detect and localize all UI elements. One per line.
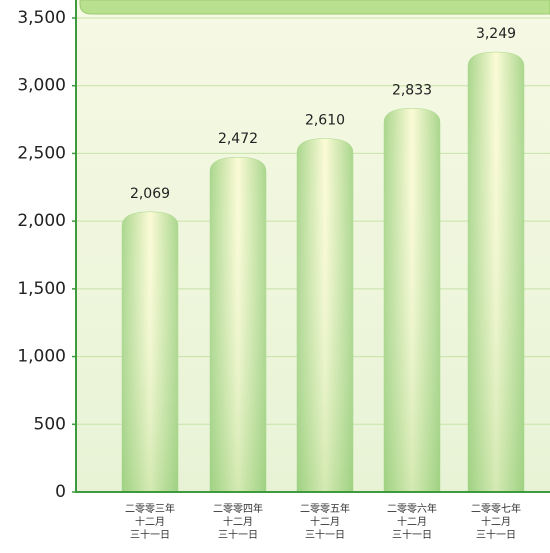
value-label: 2,610 [305, 113, 345, 129]
bar-shade [297, 138, 353, 492]
value-label: 2,069 [130, 186, 170, 202]
x-tick-label: 二零零三年 [125, 502, 175, 515]
value-label: 2,833 [392, 82, 432, 98]
x-tick-label: 三十一日 [305, 528, 345, 541]
x-tick-label: 二零零六年 [387, 502, 437, 515]
y-tick-label: 1,500 [17, 279, 66, 299]
x-tick-label: 十二月 [481, 515, 511, 528]
bar-shade [468, 51, 524, 492]
y-tick-label: 3,000 [17, 76, 66, 96]
x-tick-label: 二零零四年 [213, 502, 263, 515]
y-tick-label: 3,500 [17, 8, 66, 28]
y-tick-label: 2,000 [17, 211, 66, 231]
y-tick-label: 0 [55, 482, 66, 502]
x-tick-label: 三十一日 [130, 528, 170, 541]
x-tick-label: 三十一日 [392, 528, 432, 541]
y-tick-label: 1,000 [17, 347, 66, 367]
header-banner [79, 0, 550, 15]
y-tick-label: 500 [34, 414, 66, 434]
x-tick-label: 十二月 [135, 515, 165, 528]
x-tick-label: 二零零五年 [300, 502, 350, 515]
bar-shade [210, 157, 266, 492]
value-label: 3,249 [476, 26, 516, 42]
x-tick-label: 三十一日 [476, 528, 516, 541]
x-tick-label: 二零零七年 [471, 502, 521, 515]
bar-shade [122, 211, 178, 492]
x-tick-label: 三十一日 [218, 528, 258, 541]
y-tick-label: 2,500 [17, 143, 66, 163]
x-tick-label: 十二月 [397, 515, 427, 528]
x-tick-label: 十二月 [310, 515, 340, 528]
x-tick-label: 十二月 [223, 515, 253, 528]
value-label: 2,472 [218, 131, 258, 147]
bar-shade [384, 108, 440, 492]
